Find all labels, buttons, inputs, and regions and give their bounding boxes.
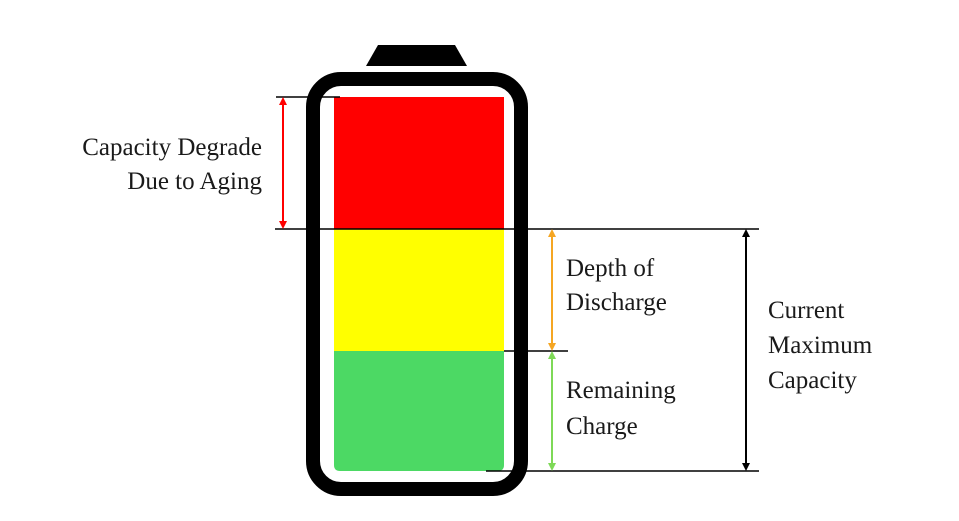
segment-depth-of-discharge [334, 229, 504, 351]
current-max-capacity-label-line2: Maximum [768, 332, 873, 359]
remaining-charge-label-line1: Remaining [566, 377, 676, 404]
segment-capacity-degrade [334, 97, 504, 229]
current-max-capacity-label-line1: Current [768, 297, 844, 324]
battery-terminal [366, 45, 467, 66]
depth-of-discharge-label-line1: Depth of [566, 255, 655, 282]
depth-of-discharge-label-line2: Discharge [566, 289, 667, 316]
remaining-charge-label-line2: Charge [566, 413, 638, 440]
capacity-degrade-label-line1: Capacity Degrade [82, 134, 262, 161]
capacity-degrade-label-line2: Due to Aging [127, 168, 262, 195]
current-max-capacity-label-line3: Capacity [768, 367, 857, 394]
segment-remaining-charge [334, 351, 504, 471]
